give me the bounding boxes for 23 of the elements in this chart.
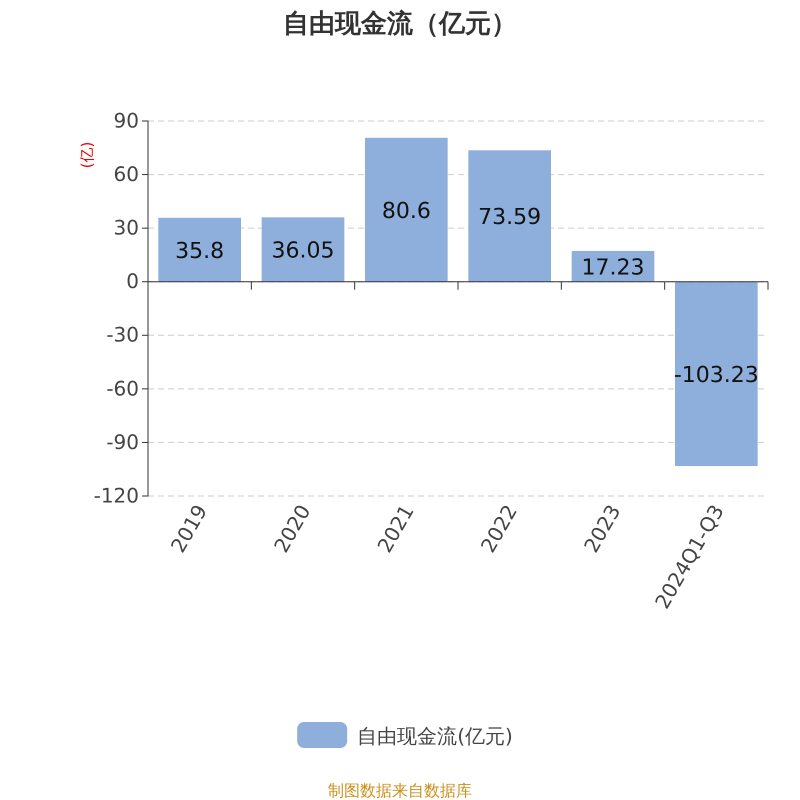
data-label: 17.23 — [582, 255, 644, 280]
bar — [365, 138, 448, 282]
y-tick-label: 90 — [114, 108, 139, 132]
data-label: 73.59 — [478, 205, 542, 230]
y-tick-label: -30 — [106, 322, 139, 347]
legend-label: 自由现金流(亿元) — [357, 724, 513, 748]
y-tick-label: 60 — [114, 162, 139, 186]
bar — [262, 217, 344, 282]
data-label: 80.6 — [382, 198, 431, 224]
bar — [675, 282, 758, 466]
data-label: 36.05 — [272, 238, 334, 264]
chart-title: 自由现金流（亿元） — [283, 9, 517, 39]
y-tick-label: 30 — [114, 216, 139, 240]
data-label: 35.8 — [175, 238, 224, 264]
bar — [158, 218, 241, 282]
bar — [468, 150, 551, 282]
y-tick-label: 0 — [126, 269, 139, 294]
data-label: -103.23 — [674, 362, 759, 388]
y-axis-title: (亿) — [78, 142, 96, 168]
text: 制图数据来自数据库 — [328, 781, 472, 800]
y-tick-label: -90 — [106, 430, 139, 454]
y-tick-label: -120 — [94, 483, 139, 508]
y-tick-label: -60 — [106, 376, 139, 400]
